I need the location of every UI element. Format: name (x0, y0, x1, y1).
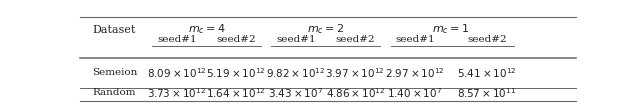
Text: $5.19\times10^{12}$: $5.19\times10^{12}$ (207, 66, 266, 80)
Text: seed#2: seed#2 (335, 35, 375, 44)
Text: seed#2: seed#2 (467, 35, 506, 44)
Text: $3.73\times10^{12}$: $3.73\times10^{12}$ (147, 86, 206, 100)
Text: seed#2: seed#2 (216, 35, 256, 44)
Text: seed#1: seed#1 (276, 35, 316, 44)
Text: $2.97\times10^{12}$: $2.97\times10^{12}$ (385, 66, 445, 80)
Text: Dataset: Dataset (92, 25, 136, 35)
Text: seed#1: seed#1 (395, 35, 435, 44)
Text: $3.97\times10^{12}$: $3.97\times10^{12}$ (326, 66, 385, 80)
Text: $5.41\times10^{12}$: $5.41\times10^{12}$ (457, 66, 516, 80)
Text: $1.40\times10^{7}$: $1.40\times10^{7}$ (387, 86, 442, 100)
Text: $m_c = 2$: $m_c = 2$ (307, 23, 344, 37)
Text: $3.43\times10^{7}$: $3.43\times10^{7}$ (268, 86, 323, 100)
Text: Semeion: Semeion (92, 68, 138, 77)
Text: seed#1: seed#1 (157, 35, 196, 44)
Text: $1.64\times10^{12}$: $1.64\times10^{12}$ (207, 86, 266, 100)
Text: Random: Random (92, 88, 136, 97)
Text: $4.86\times10^{12}$: $4.86\times10^{12}$ (326, 86, 385, 100)
Text: $m_c = 1$: $m_c = 1$ (433, 23, 470, 37)
Text: $8.57\times10^{11}$: $8.57\times10^{11}$ (457, 86, 516, 100)
Text: $9.82\times10^{12}$: $9.82\times10^{12}$ (266, 66, 325, 80)
Text: $m_c = 4$: $m_c = 4$ (188, 23, 225, 37)
Text: $8.09\times10^{12}$: $8.09\times10^{12}$ (147, 66, 207, 80)
